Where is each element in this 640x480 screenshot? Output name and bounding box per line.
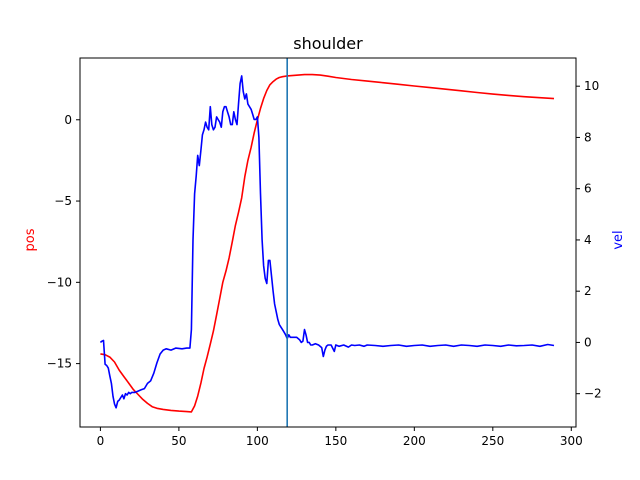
y-axis-label-left: pos [23,228,38,251]
x-tick-label: 200 [403,434,426,448]
y-axis-label-right: vel [611,230,626,249]
x-tick-label: 50 [171,434,186,448]
x-tick-label: 300 [560,434,583,448]
y-tick-label-left: −15 [47,357,72,371]
y-tick-label-right: −2 [584,387,602,401]
series-line-vel [99,75,555,409]
y-tick-label-right: 8 [584,130,592,144]
x-tick-label: 0 [97,434,105,448]
x-tick-label: 250 [481,434,504,448]
chart-title: shoulder [293,34,363,53]
y-tick-label-left: −5 [54,194,72,208]
x-tick-label: 150 [324,434,347,448]
y-tick-label-left: 0 [64,113,72,127]
plot-frame [79,57,577,428]
y-tick-label-right: 2 [584,284,592,298]
y-tick-label-left: −10 [47,275,72,289]
x-tick-label: 100 [246,434,269,448]
y-tick-label-right: 0 [584,335,592,349]
series-line-pos [100,73,555,413]
plot-area [99,58,555,427]
axis-ticks: 0 50 100 150 200 250 300 −15 −10 −5 0 −2 0 2 4 6 8 10 [47,79,602,448]
y-tick-label-right: 4 [584,233,592,247]
y-tick-label-right: 6 [584,182,592,196]
y-tick-label-right: 10 [584,79,599,93]
